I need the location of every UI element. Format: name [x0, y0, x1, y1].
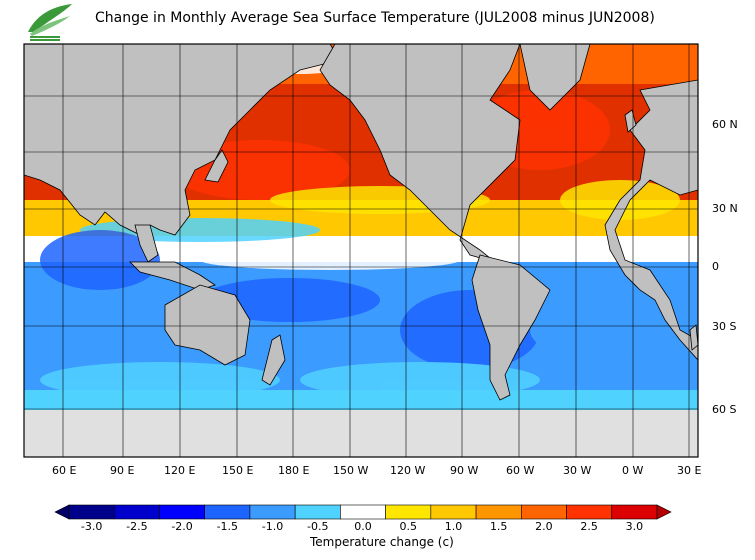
colorbar-tick-label: -2.5: [126, 520, 148, 533]
colorbar-swatch: [159, 504, 205, 520]
colorbar-tick-label: -1.5: [216, 520, 239, 533]
lat-label-60n: 60 N: [712, 118, 738, 131]
sst-map: [23, 43, 699, 458]
graticule: [24, 44, 698, 457]
antarctic-ice: [24, 410, 698, 457]
colorbar-swatch: [204, 504, 251, 520]
colorbar-tick-label: -0.5: [307, 520, 329, 533]
lon-label-60e: 60 E: [52, 464, 77, 477]
colorbar-swatch: [68, 504, 115, 520]
land-indochina: [134, 224, 159, 263]
lon-label-120w: 120 W: [390, 464, 426, 477]
land-australia: [164, 284, 251, 366]
lat-label-eq: 0: [712, 260, 719, 273]
colorbar-swatch: [340, 504, 386, 520]
land-greenland: [519, 44, 591, 111]
colorbar-under-arrow: [54, 504, 70, 520]
colorbar-tick-label: 2.0: [535, 520, 553, 533]
colorbar-title: Temperature change (c): [310, 535, 454, 549]
colorbar-tick-label: 3.0: [625, 520, 644, 533]
land-south-america: [471, 254, 551, 401]
colorbar-tick-label: 2.5: [580, 520, 598, 533]
lon-label-60w: 60 W: [506, 464, 535, 477]
lon-label-150w: 150 W: [333, 464, 369, 477]
lon-label-30w: 30 W: [563, 464, 592, 477]
lon-label-30e: 30 E: [677, 464, 702, 477]
map-frame: [23, 43, 699, 458]
colorbar-swatch: [249, 504, 296, 520]
page-title: Change in Monthly Average Sea Surface Te…: [95, 10, 655, 26]
land-masses: [24, 44, 698, 401]
lon-label-90e: 90 E: [110, 464, 135, 477]
land-madagascar: [689, 324, 698, 351]
colorbar-tick-label: -2.0: [171, 520, 193, 533]
lat-label-30n: 30 N: [712, 202, 738, 215]
lon-label-0w: 0 W: [622, 464, 644, 477]
lon-label-120e: 120 E: [164, 464, 196, 477]
land-asia: [24, 44, 341, 236]
colorbar-swatch: [113, 504, 160, 520]
colorbar-swatch: [611, 504, 658, 520]
colorbar-swatch: [294, 504, 341, 520]
colorbar-swatch: [385, 504, 432, 520]
colorbar-tick-label: -3.0: [80, 520, 103, 533]
land-japan: [204, 149, 229, 183]
colorbar-swatch: [566, 504, 613, 520]
colorbar-tick-label: 1.5: [489, 520, 508, 533]
colorbar-tick-label: 1.0: [444, 520, 463, 533]
lon-label-90w: 90 W: [450, 464, 479, 477]
colorbar-swatch: [430, 504, 477, 520]
land-north-america: [319, 44, 521, 263]
lat-label-60s: 60 S: [712, 403, 737, 416]
lat-label-30s: 30 S: [712, 320, 737, 333]
colorbar-swatch: [521, 504, 567, 520]
colorbar-over-arrow: [656, 504, 672, 520]
land-new-zealand: [261, 334, 286, 386]
colorbar-tick-label: -1.0: [261, 520, 284, 533]
colorbar-tick-label: 0.5: [399, 520, 417, 533]
lon-label-180e: 180 E: [278, 464, 310, 477]
leaf-logo-icon: [28, 4, 72, 41]
lon-label-150e: 150 E: [222, 464, 254, 477]
colorbar-swatch: [475, 504, 522, 520]
colorbar-tick-label: 0.0: [354, 520, 372, 533]
